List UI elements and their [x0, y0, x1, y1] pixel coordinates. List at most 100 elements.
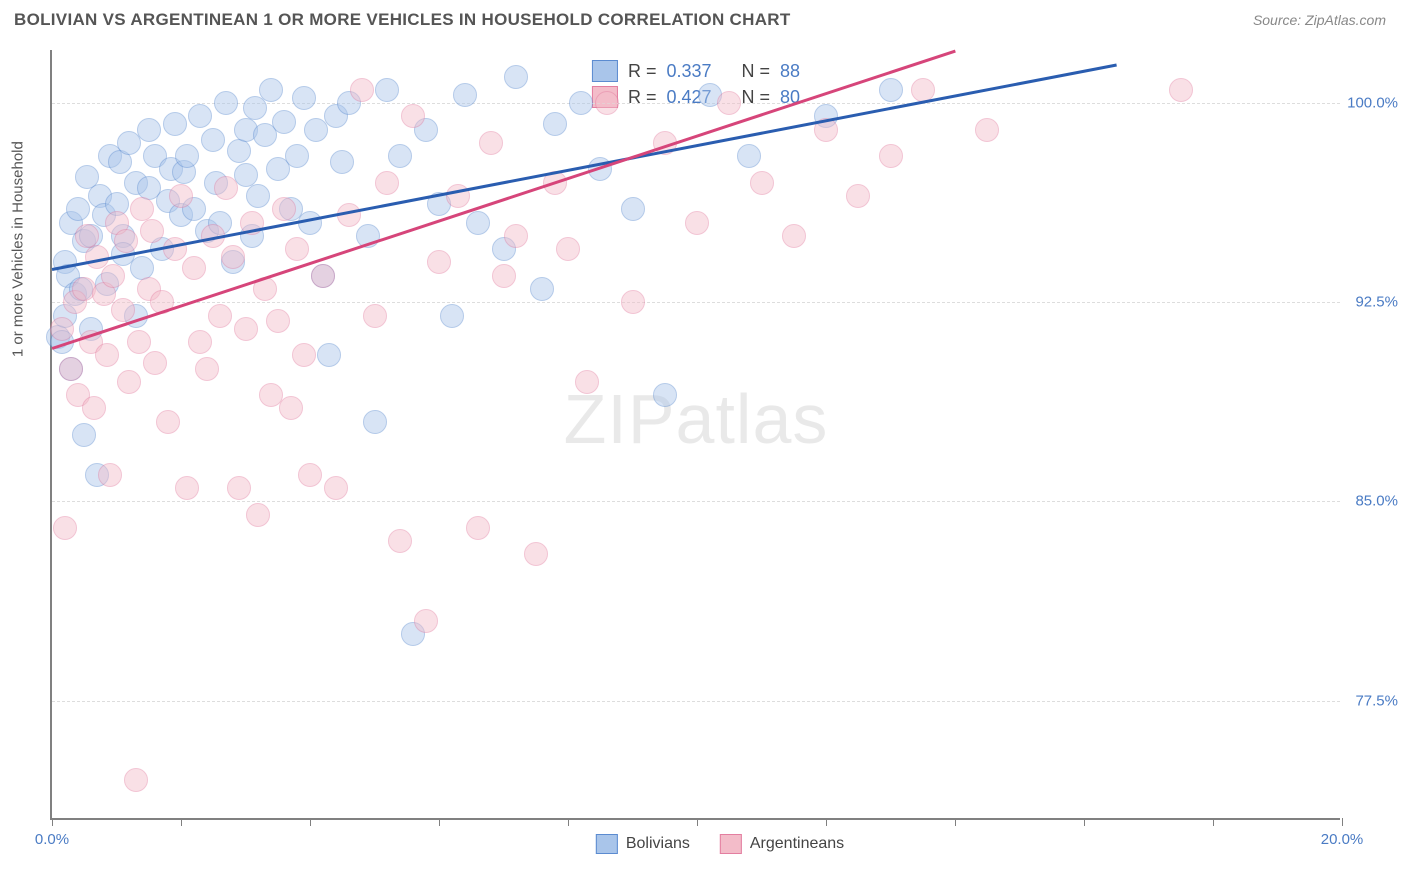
- scatter-point: [272, 197, 296, 221]
- series-swatch: [592, 60, 618, 82]
- scatter-point: [975, 118, 999, 142]
- scatter-point: [175, 144, 199, 168]
- scatter-point: [195, 357, 219, 381]
- scatter-point: [188, 330, 212, 354]
- scatter-point: [285, 237, 309, 261]
- n-value: 88: [780, 61, 800, 82]
- y-tick-label: 100.0%: [1347, 95, 1398, 112]
- scatter-point: [324, 476, 348, 500]
- x-tick: [826, 818, 827, 826]
- chart-title: BOLIVIAN VS ARGENTINEAN 1 OR MORE VEHICL…: [14, 10, 791, 30]
- scatter-point: [285, 144, 309, 168]
- x-tick-label: 0.0%: [35, 831, 69, 848]
- scatter-point: [401, 104, 425, 128]
- scatter-point: [95, 343, 119, 367]
- scatter-point: [98, 463, 122, 487]
- legend-item: Argentineans: [720, 834, 844, 854]
- scatter-point: [117, 370, 141, 394]
- n-label: N =: [742, 61, 771, 82]
- scatter-point: [72, 423, 96, 447]
- legend-label: Argentineans: [750, 835, 844, 853]
- scatter-point: [717, 91, 741, 115]
- n-label: N =: [742, 87, 771, 108]
- scatter-point: [227, 139, 251, 163]
- scatter-point: [556, 237, 580, 261]
- scatter-point: [350, 78, 374, 102]
- x-tick: [568, 818, 569, 826]
- scatter-point: [543, 112, 567, 136]
- scatter-point: [414, 609, 438, 633]
- scatter-point: [569, 91, 593, 115]
- scatter-point: [101, 264, 125, 288]
- legend-label: Bolivians: [626, 835, 690, 853]
- scatter-point: [272, 110, 296, 134]
- scatter-point: [111, 298, 135, 322]
- scatter-point: [50, 317, 74, 341]
- scatter-point: [127, 330, 151, 354]
- scatter-point: [879, 144, 903, 168]
- scatter-point: [66, 197, 90, 221]
- scatter-point: [388, 144, 412, 168]
- scatter-point: [137, 118, 161, 142]
- scatter-point: [201, 128, 225, 152]
- scatter-point: [782, 224, 806, 248]
- scatter-point: [466, 516, 490, 540]
- scatter-point: [279, 396, 303, 420]
- scatter-point: [330, 150, 354, 174]
- scatter-point: [292, 343, 316, 367]
- legend-swatch: [720, 834, 742, 854]
- scatter-point: [124, 768, 148, 792]
- scatter-point: [208, 304, 232, 328]
- scatter-point: [259, 78, 283, 102]
- legend-item: Bolivians: [596, 834, 690, 854]
- scatter-point: [879, 78, 903, 102]
- scatter-point: [427, 250, 451, 274]
- scatter-point: [59, 357, 83, 381]
- plot-area: ZIPatlas R =0.337N =88R =0.427N =80 77.5…: [50, 50, 1340, 820]
- x-tick-label: 20.0%: [1321, 831, 1364, 848]
- legend: Bolivians Argentineans: [596, 834, 844, 854]
- scatter-point: [504, 224, 528, 248]
- scatter-point: [575, 370, 599, 394]
- scatter-point: [363, 410, 387, 434]
- scatter-point: [317, 343, 341, 367]
- scatter-point: [311, 264, 335, 288]
- scatter-point: [163, 112, 187, 136]
- scatter-point: [479, 131, 503, 155]
- chart-container: 1 or more Vehicles in Household ZIPatlas…: [50, 50, 1390, 820]
- x-tick: [310, 818, 311, 826]
- gridline: [52, 701, 1340, 702]
- x-tick: [181, 818, 182, 826]
- scatter-point: [114, 229, 138, 253]
- x-tick: [52, 818, 53, 826]
- x-tick: [697, 818, 698, 826]
- scatter-point: [737, 144, 761, 168]
- x-tick: [1213, 818, 1214, 826]
- scatter-point: [453, 83, 477, 107]
- scatter-point: [388, 529, 412, 553]
- source-attribution: Source: ZipAtlas.com: [1253, 12, 1386, 28]
- watermark: ZIPatlas: [564, 379, 829, 459]
- r-label: R =: [628, 87, 657, 108]
- scatter-point: [234, 317, 258, 341]
- scatter-point: [188, 104, 212, 128]
- scatter-point: [175, 476, 199, 500]
- scatter-point: [292, 86, 316, 110]
- scatter-point: [621, 290, 645, 314]
- x-tick: [1342, 818, 1343, 826]
- scatter-point: [143, 351, 167, 375]
- r-label: R =: [628, 61, 657, 82]
- scatter-point: [214, 176, 238, 200]
- scatter-point: [130, 256, 154, 280]
- gridline: [52, 302, 1340, 303]
- scatter-point: [298, 463, 322, 487]
- gridline: [52, 501, 1340, 502]
- scatter-point: [504, 65, 528, 89]
- y-axis-label: 1 or more Vehicles in Household: [10, 141, 27, 357]
- scatter-point: [595, 91, 619, 115]
- scatter-point: [363, 304, 387, 328]
- scatter-point: [530, 277, 554, 301]
- scatter-point: [140, 219, 164, 243]
- x-tick: [955, 818, 956, 826]
- scatter-point: [466, 211, 490, 235]
